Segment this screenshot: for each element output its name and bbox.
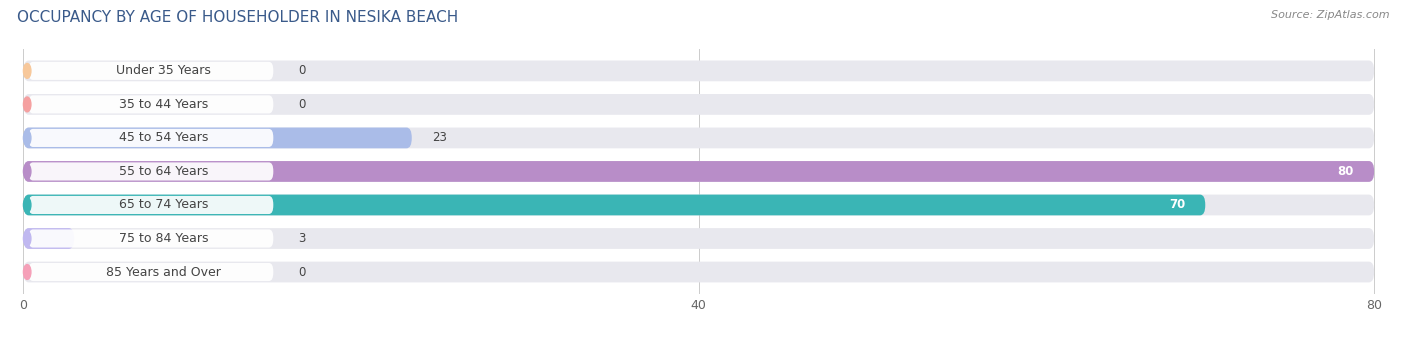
- FancyBboxPatch shape: [28, 229, 273, 248]
- Text: 45 to 54 Years: 45 to 54 Years: [118, 131, 208, 145]
- Circle shape: [24, 131, 31, 145]
- FancyBboxPatch shape: [28, 196, 273, 214]
- Text: Under 35 Years: Under 35 Years: [115, 64, 211, 77]
- Text: 65 to 74 Years: 65 to 74 Years: [118, 198, 208, 211]
- FancyBboxPatch shape: [28, 162, 273, 180]
- Circle shape: [24, 63, 31, 78]
- FancyBboxPatch shape: [24, 60, 1374, 81]
- Text: 70: 70: [1168, 198, 1185, 211]
- FancyBboxPatch shape: [28, 62, 273, 80]
- Text: 35 to 44 Years: 35 to 44 Years: [118, 98, 208, 111]
- FancyBboxPatch shape: [24, 128, 412, 148]
- Text: Source: ZipAtlas.com: Source: ZipAtlas.com: [1271, 10, 1389, 20]
- Text: 85 Years and Over: 85 Years and Over: [105, 266, 221, 279]
- FancyBboxPatch shape: [28, 129, 273, 147]
- FancyBboxPatch shape: [24, 161, 1374, 182]
- Text: 75 to 84 Years: 75 to 84 Years: [118, 232, 208, 245]
- Text: 0: 0: [298, 64, 307, 77]
- FancyBboxPatch shape: [24, 228, 1374, 249]
- Text: 3: 3: [298, 232, 307, 245]
- Text: OCCUPANCY BY AGE OF HOUSEHOLDER IN NESIKA BEACH: OCCUPANCY BY AGE OF HOUSEHOLDER IN NESIK…: [17, 10, 458, 25]
- FancyBboxPatch shape: [24, 228, 75, 249]
- Circle shape: [24, 265, 31, 279]
- FancyBboxPatch shape: [24, 128, 1374, 148]
- Text: 23: 23: [432, 131, 447, 145]
- FancyBboxPatch shape: [24, 195, 1205, 216]
- FancyBboxPatch shape: [24, 161, 1374, 182]
- Circle shape: [24, 231, 31, 246]
- Text: 0: 0: [298, 98, 307, 111]
- FancyBboxPatch shape: [28, 95, 273, 114]
- Text: 55 to 64 Years: 55 to 64 Years: [118, 165, 208, 178]
- FancyBboxPatch shape: [24, 262, 1374, 282]
- Text: 80: 80: [1337, 165, 1354, 178]
- Circle shape: [24, 97, 31, 112]
- Circle shape: [24, 164, 31, 179]
- FancyBboxPatch shape: [24, 94, 1374, 115]
- Circle shape: [24, 197, 31, 212]
- Text: 0: 0: [298, 266, 307, 279]
- FancyBboxPatch shape: [24, 195, 1374, 216]
- FancyBboxPatch shape: [28, 263, 273, 281]
